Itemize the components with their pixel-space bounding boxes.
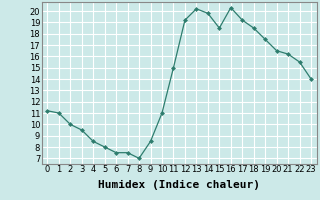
X-axis label: Humidex (Indice chaleur): Humidex (Indice chaleur) — [98, 180, 260, 190]
